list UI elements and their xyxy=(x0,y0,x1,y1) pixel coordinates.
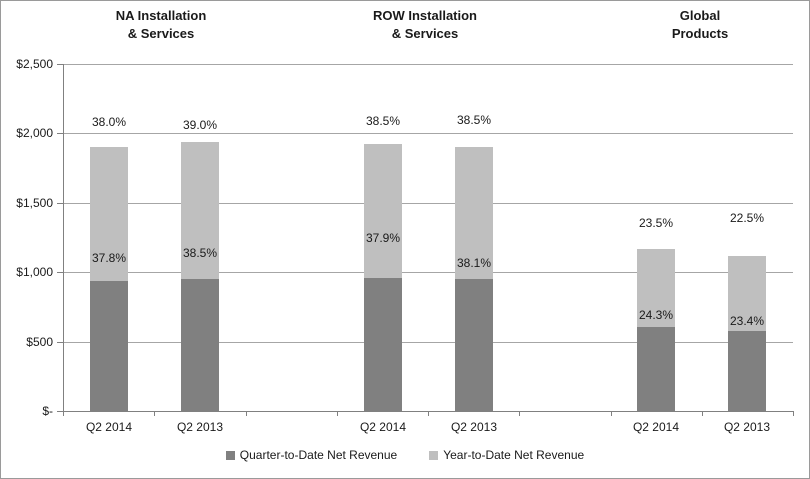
bar-qtd-segment xyxy=(455,279,493,411)
gridline xyxy=(63,272,793,273)
ytd-percent-label: 38.5% xyxy=(365,114,401,128)
gridline xyxy=(63,203,793,204)
x-axis-tick xyxy=(611,411,612,416)
group-title: ROW Installation & Services xyxy=(373,8,477,41)
gridline xyxy=(63,342,793,343)
ytd-percent-label: 22.5% xyxy=(729,211,765,225)
bar-qtd-segment xyxy=(90,281,128,411)
x-axis-label: Q2 2014 xyxy=(85,420,133,434)
ytd-percent-label: 38.0% xyxy=(91,115,127,129)
group-title: Global Products xyxy=(671,8,729,41)
bar-qtd-segment xyxy=(637,327,675,411)
bar-qtd-segment xyxy=(181,279,219,411)
legend-label: Quarter-to-Date Net Revenue xyxy=(239,448,398,462)
y-axis-tick xyxy=(57,272,63,273)
y-axis-tick xyxy=(57,64,63,65)
x-axis-label: Q2 2014 xyxy=(632,420,680,434)
ytd-percent-label: 23.5% xyxy=(638,216,674,230)
x-axis-label: Q2 2013 xyxy=(723,420,771,434)
qtd-percent-label: 24.3% xyxy=(638,308,674,322)
x-axis-tick xyxy=(154,411,155,416)
qtd-percent-label: 38.1% xyxy=(456,256,492,270)
legend-label: Year-to-Date Net Revenue xyxy=(443,448,585,462)
qtd-percent-label: 38.5% xyxy=(182,246,218,260)
y-axis-tick xyxy=(57,203,63,204)
group-title: NA Installation & Services xyxy=(115,8,207,41)
x-axis-label: Q2 2014 xyxy=(359,420,407,434)
x-axis-tick xyxy=(63,411,64,416)
legend-swatch-icon xyxy=(225,450,235,460)
y-axis-tick xyxy=(57,342,63,343)
qtd-percent-label: 23.4% xyxy=(729,314,765,328)
qtd-percent-label: 37.9% xyxy=(365,231,401,245)
gridline xyxy=(63,64,793,65)
y-axis-label: $1,500 xyxy=(16,196,53,210)
x-axis-tick xyxy=(702,411,703,416)
x-axis-tick xyxy=(428,411,429,416)
legend: Quarter-to-Date Net Revenue Year-to-Date … xyxy=(1,448,809,462)
y-axis-label: $2,500 xyxy=(16,57,53,71)
ytd-percent-label: 38.5% xyxy=(456,113,492,127)
x-axis-label: Q2 2013 xyxy=(176,420,224,434)
x-axis-tick xyxy=(337,411,338,416)
y-axis-label: $- xyxy=(42,404,53,418)
bar-qtd-segment xyxy=(364,278,402,411)
legend-swatch-icon xyxy=(429,450,439,460)
x-axis-tick xyxy=(793,411,794,416)
y-axis-label: $1,000 xyxy=(16,265,53,279)
bar-qtd-segment xyxy=(728,331,766,411)
y-axis-label: $500 xyxy=(26,335,53,349)
legend-item: Year-to-Date Net Revenue xyxy=(429,448,584,462)
ytd-percent-label: 39.0% xyxy=(182,118,218,132)
y-axis-tick xyxy=(57,133,63,134)
y-axis-line xyxy=(63,64,64,411)
y-axis-tick xyxy=(57,411,63,412)
qtd-percent-label: 37.8% xyxy=(91,251,127,265)
x-axis-tick xyxy=(519,411,520,416)
y-axis-label: $2,000 xyxy=(16,126,53,140)
legend-item: Quarter-to-Date Net Revenue xyxy=(225,448,398,462)
gridline xyxy=(63,133,793,134)
x-axis-label: Q2 2013 xyxy=(450,420,498,434)
x-axis-tick xyxy=(246,411,247,416)
